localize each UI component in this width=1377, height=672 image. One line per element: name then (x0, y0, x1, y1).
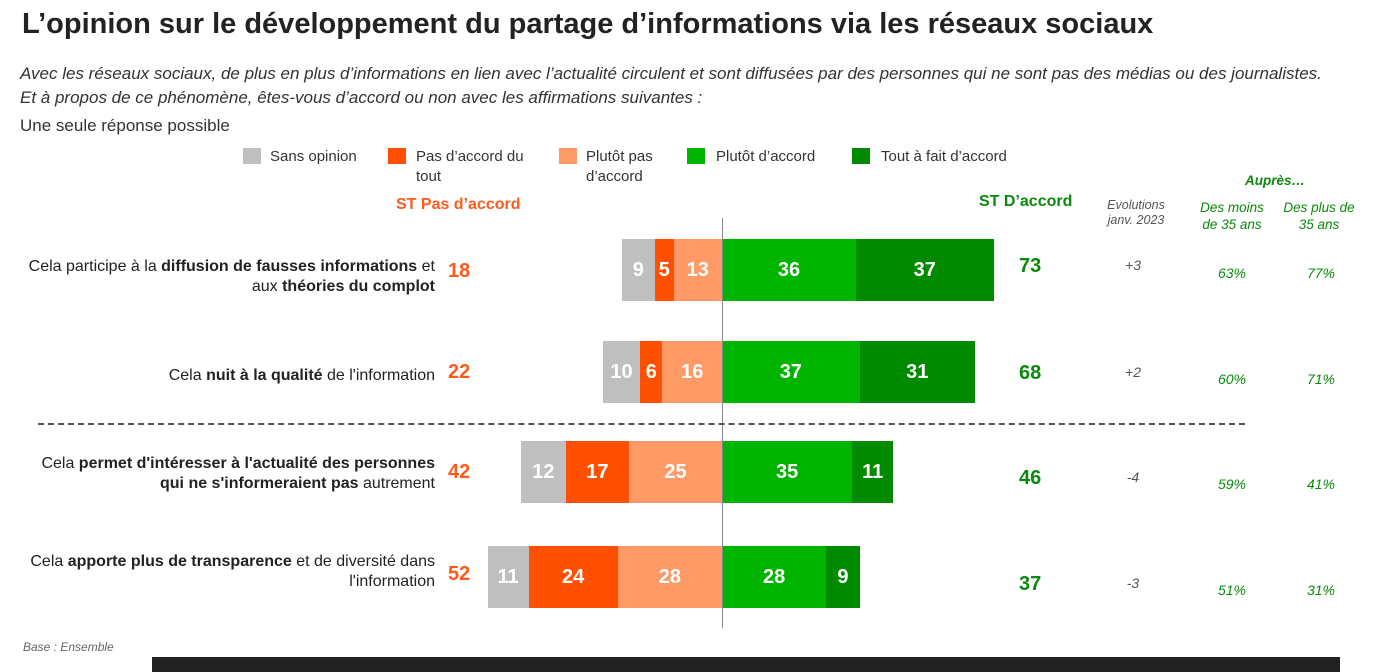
row-label-3: Cela permet d'intéresser à l'actualité d… (41, 455, 435, 492)
question-text: Avec les réseaux sociaux, de plus en plu… (20, 64, 1322, 107)
legend-swatch-plutot-pas-accord (559, 148, 577, 164)
bar-pas-accord-du-tout: 17 (565, 441, 629, 503)
bar-plutot-accord: 36 (722, 239, 856, 301)
st-accord-value: 37 (1019, 573, 1042, 595)
st-accord-value: 68 (1019, 362, 1042, 384)
moins35-value: 60% (1217, 371, 1247, 387)
bar-value-label: 37 (913, 258, 936, 281)
bar-sans-opinion: 11 (487, 546, 529, 608)
bar-plutot-pas-accord: 16 (662, 341, 722, 403)
legend-swatch-sans-opinion (243, 148, 261, 164)
legend-label-plutot-accord: Plutôt d’accord (716, 148, 816, 165)
bar-value-label: 12 (532, 460, 555, 483)
st-pas-accord-value: 22 (448, 361, 471, 383)
bar-pas-accord-du-tout: 5 (655, 239, 674, 301)
bar-value-label: 5 (658, 258, 670, 281)
bar-plutot-pas-accord: 13 (673, 239, 722, 301)
moins35-header: Des moins de 35 ans (1200, 200, 1264, 232)
bar-value-label: 13 (686, 258, 709, 281)
bar-plutot-pas-accord: 25 (629, 441, 722, 503)
bar-tout-a-fait-accord: 11 (852, 441, 894, 503)
bar-value-label: 28 (762, 565, 786, 588)
legend-swatch-tout-a-fait-accord (852, 148, 870, 164)
plus35-value: 41% (1306, 476, 1336, 492)
legend-label-pas-accord-du-tout: Pas d’accord du tout (416, 148, 524, 185)
bar-value-label: 31 (906, 360, 929, 383)
st-pas-accord-value: 52 (448, 563, 471, 585)
bar-plutot-pas-accord: 28 (617, 546, 722, 608)
row-label-1: Cela participe à la diffusion de fausses… (28, 258, 435, 295)
bar-value-label: 10 (610, 360, 633, 383)
plus35-value: 31% (1306, 582, 1336, 598)
st-accord-value: 46 (1019, 467, 1042, 489)
group-separator (38, 423, 1245, 425)
bar-sans-opinion: 12 (521, 441, 566, 503)
bar-value-label: 36 (777, 258, 801, 281)
legend-swatch-pas-accord-du-tout (388, 148, 406, 164)
bar-value-label: 16 (681, 360, 704, 383)
legend-label-tout-a-fait-accord: Tout à fait d’accord (881, 148, 1007, 165)
bar-pas-accord-du-tout: 24 (528, 546, 618, 608)
evolutions-header: Evolutions janv. 2023 (1107, 198, 1165, 227)
moins35-value: 51% (1217, 582, 1247, 598)
plus35-value: 77% (1306, 265, 1336, 281)
legend-label-plutot-pas-accord: Plutôt pas d’accord (586, 148, 653, 185)
bar-value-label: 11 (862, 460, 884, 483)
bar-plutot-accord: 35 (722, 441, 853, 503)
legend-swatch-plutot-accord (687, 148, 705, 164)
legend-label-sans-opinion: Sans opinion (270, 148, 357, 165)
bar-plutot-accord: 37 (722, 341, 860, 403)
bar-value-label: 25 (664, 460, 687, 483)
bar-sans-opinion: 10 (602, 341, 641, 403)
aupres-header: Auprès… (1244, 173, 1305, 188)
chart-title: L’opinion sur le développement du partag… (22, 8, 1154, 40)
bar-sans-opinion: 9 (621, 239, 656, 301)
bar-plutot-accord: 28 (722, 546, 827, 608)
evolution-value: -3 (1126, 575, 1140, 591)
answer-note: Une seule réponse possible (20, 116, 230, 135)
plus35-header: Des plus de 35 ans (1283, 200, 1355, 232)
footer-bar (152, 657, 1340, 672)
moins35-value: 63% (1217, 265, 1247, 281)
row-label-4: Cela apporte plus de transparence et de … (30, 553, 435, 590)
bar-value-label: 9 (632, 258, 644, 281)
st-pas-accord-value: 42 (448, 461, 471, 483)
bar-value-label: 35 (775, 460, 799, 483)
evolution-value: -4 (1126, 469, 1140, 485)
plus35-value: 71% (1306, 371, 1336, 387)
evolution-value: +3 (1125, 257, 1141, 273)
st-accord-header: ST D’accord (979, 193, 1073, 210)
row-label-2: Cela nuit à la qualité de l'information (168, 367, 435, 384)
base-note: Base : Ensemble (23, 640, 114, 654)
bar-value-label: 28 (658, 565, 682, 588)
evolution-value: +2 (1125, 364, 1141, 380)
bar-value-label: 11 (497, 565, 519, 588)
bar-value-label: 24 (562, 565, 585, 588)
bar-value-label: 6 (645, 360, 657, 383)
bar-tout-a-fait-accord: 9 (826, 546, 860, 608)
st-accord-value: 73 (1019, 255, 1042, 277)
bar-value-label: 17 (586, 460, 609, 483)
bar-tout-a-fait-accord: 31 (859, 341, 975, 403)
bar-value-label: 9 (837, 565, 849, 588)
moins35-value: 59% (1217, 476, 1247, 492)
bar-pas-accord-du-tout: 6 (640, 341, 663, 403)
st-pas-accord-header: ST Pas d’accord (396, 196, 521, 213)
bar-tout-a-fait-accord: 37 (855, 239, 994, 301)
bar-value-label: 37 (779, 360, 802, 383)
st-pas-accord-value: 18 (448, 260, 471, 282)
